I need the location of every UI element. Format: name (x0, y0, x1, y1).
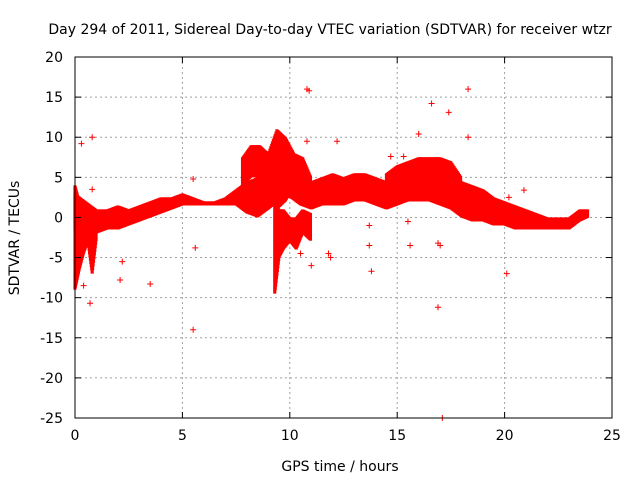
data-point (465, 86, 472, 93)
y-tick-label: -25 (40, 411, 63, 427)
x-tick-label: 15 (388, 428, 406, 444)
data-point (87, 300, 94, 307)
y-tick-label: 15 (45, 90, 63, 106)
data-point (387, 153, 394, 160)
y-tick-label: 0 (54, 210, 63, 226)
data-point (327, 254, 334, 261)
data-point (366, 242, 373, 249)
data-point (445, 109, 452, 116)
points-layer (73, 86, 590, 421)
plot-frame (74, 56, 613, 419)
chart-title: Day 294 of 2011, Sidereal Day-to-day VTE… (48, 22, 612, 38)
data-point (404, 218, 411, 225)
data-point (338, 186, 345, 193)
y-tick-label: -5 (49, 251, 63, 267)
data-point (190, 175, 197, 182)
x-tick-label: 10 (281, 428, 299, 444)
y-tick-label: 20 (45, 50, 63, 66)
data-point (415, 131, 422, 138)
y-tick-label: -10 (40, 291, 63, 307)
data-point (368, 268, 375, 275)
data-point (303, 138, 310, 145)
series-outliers (78, 86, 527, 421)
data-point (407, 242, 414, 249)
data-point (78, 140, 85, 147)
data-point (117, 277, 124, 284)
data-point (400, 153, 407, 160)
data-point (520, 187, 527, 194)
series-peak (240, 129, 313, 210)
data-point (306, 87, 313, 94)
x-tick-label: 0 (71, 428, 80, 444)
data-point (89, 186, 96, 193)
data-point (297, 250, 304, 257)
series-dip-9h (273, 201, 313, 294)
data-point (325, 250, 332, 257)
data-point (334, 138, 341, 145)
x-tick-label: 5 (178, 428, 187, 444)
ticks-layer (74, 56, 613, 419)
data-point (428, 100, 435, 107)
data-point (119, 258, 126, 265)
data-point (308, 262, 315, 269)
y-tick-label: 10 (45, 130, 63, 146)
data-point (437, 242, 444, 249)
tick-labels-layer: 0 5 10 15 20 25 -25 -20 -15 -10 -5 0 5 10 15 20 (40, 50, 621, 444)
series-evening (384, 157, 463, 202)
x-tick-label: 20 (496, 428, 514, 444)
data-point (192, 244, 199, 251)
x-tick-label: 25 (603, 428, 621, 444)
y-axis-label: SDTVAR / TECUs (7, 181, 23, 296)
data-point (147, 281, 154, 288)
data-point (80, 282, 87, 289)
y-tick-label: -15 (40, 331, 63, 347)
data-point (89, 134, 96, 141)
data-point (465, 134, 472, 141)
y-tick-label: -20 (40, 371, 63, 387)
data-point (190, 326, 197, 333)
data-point (503, 270, 510, 277)
y-tick-label: 5 (54, 170, 63, 186)
data-point (435, 304, 442, 311)
x-axis-label: GPS time / hours (281, 459, 398, 475)
data-point (505, 194, 512, 201)
data-point (366, 222, 373, 229)
